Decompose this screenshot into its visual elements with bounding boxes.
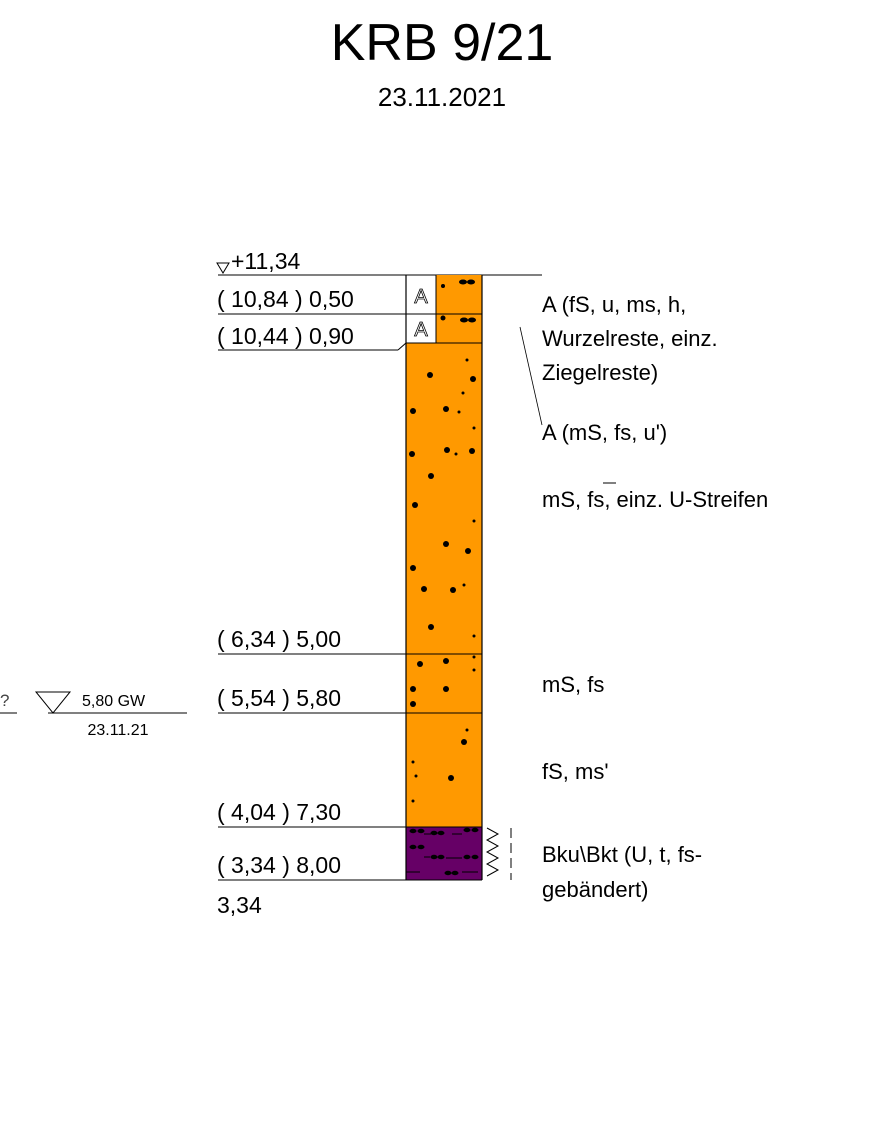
layer-description-1-line-3: Ziegelreste) xyxy=(542,360,658,385)
layer-description-1-line-1: A (fS, u, ms, h, xyxy=(542,292,686,317)
description-leader-line xyxy=(519,326,543,426)
layer-descriptions: A (fS, u, ms, h, Wurzelreste, einz. Zieg… xyxy=(542,292,768,902)
boundary-label-3: ( 6,34 ) 5,00 xyxy=(217,626,341,652)
groundwater-marker: ? 5,80 GW 23.11.21 xyxy=(0,691,187,739)
layer-boundaries xyxy=(218,313,482,881)
top-elevation-marker: +11,34 xyxy=(216,248,542,276)
boundary-label-5: ( 4,04 ) 7,30 xyxy=(217,799,341,825)
top-elevation-label: +11,34 xyxy=(231,248,300,274)
boundary-label-6: ( 3,34 ) 8,00 xyxy=(217,852,341,878)
boundary-label-1: ( 10,84 ) 0,50 xyxy=(217,286,354,312)
fill-code-1: A xyxy=(414,286,428,308)
layer-description-5: fS, ms' xyxy=(542,759,609,784)
log-date: 23.11.2021 xyxy=(378,82,506,112)
groundwater-label: 5,80 GW xyxy=(82,693,146,710)
silt-clay-symbol xyxy=(485,827,512,880)
boundary-label-2: ( 10,44 ) 0,90 xyxy=(217,323,354,349)
soil-column: A A xyxy=(218,274,483,881)
boundary-label-4: ( 5,54 ) 5,80 xyxy=(217,685,341,711)
layer-description-6-line-2: gebändert) xyxy=(542,877,648,902)
layer-description-1-line-2: Wurzelreste, einz. xyxy=(542,326,718,351)
layer-description-4: mS, fs xyxy=(542,672,604,697)
log-title: KRB 9/21 xyxy=(331,14,554,72)
silt-clay-pattern xyxy=(406,827,479,876)
edge-mark: ? xyxy=(0,691,9,710)
boundary-labels: ( 10,84 ) 0,50 ( 10,44 ) 0,90 ( 6,34 ) 5… xyxy=(217,286,354,918)
groundwater-date: 23.11.21 xyxy=(87,722,148,739)
layer-description-6-line-1: Bku\Bkt (U, t, fs- xyxy=(542,842,702,867)
fill-code-2: A xyxy=(414,319,428,341)
layer-fill-3 xyxy=(406,343,482,654)
groundwater-triangle-icon xyxy=(34,691,72,714)
layer-description-2: A (mS, fs, u') xyxy=(542,420,667,445)
layer-fill-5 xyxy=(406,713,482,827)
layer-description-3: mS, fs, einz. U-Streifen xyxy=(542,487,768,512)
bottom-elevation-label: 3,34 xyxy=(217,892,262,918)
humus-pattern xyxy=(459,279,476,323)
layer-fill-6 xyxy=(406,827,482,880)
triangle-down-icon xyxy=(216,262,230,274)
layer-fill-1 xyxy=(436,275,482,314)
sand-pattern xyxy=(409,284,476,803)
